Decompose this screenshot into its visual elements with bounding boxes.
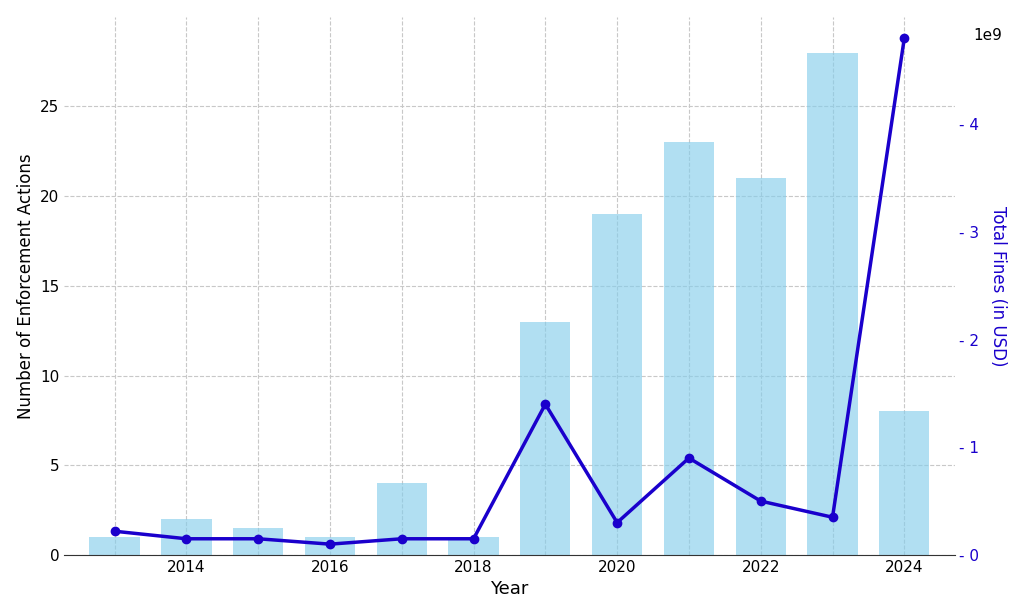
- Y-axis label: Number of Enforcement Actions: Number of Enforcement Actions: [16, 153, 35, 419]
- Y-axis label: Total Fines (in USD): Total Fines (in USD): [989, 205, 1008, 366]
- Bar: [520, 322, 570, 555]
- Text: 1e9: 1e9: [974, 28, 1002, 43]
- Bar: [592, 214, 642, 555]
- Bar: [305, 537, 355, 555]
- Bar: [89, 537, 139, 555]
- Bar: [233, 528, 284, 555]
- Bar: [735, 178, 785, 555]
- Bar: [807, 52, 858, 555]
- Bar: [880, 411, 930, 555]
- Bar: [161, 519, 212, 555]
- Bar: [664, 142, 714, 555]
- Bar: [377, 483, 427, 555]
- Bar: [449, 537, 499, 555]
- X-axis label: Year: Year: [490, 581, 528, 598]
